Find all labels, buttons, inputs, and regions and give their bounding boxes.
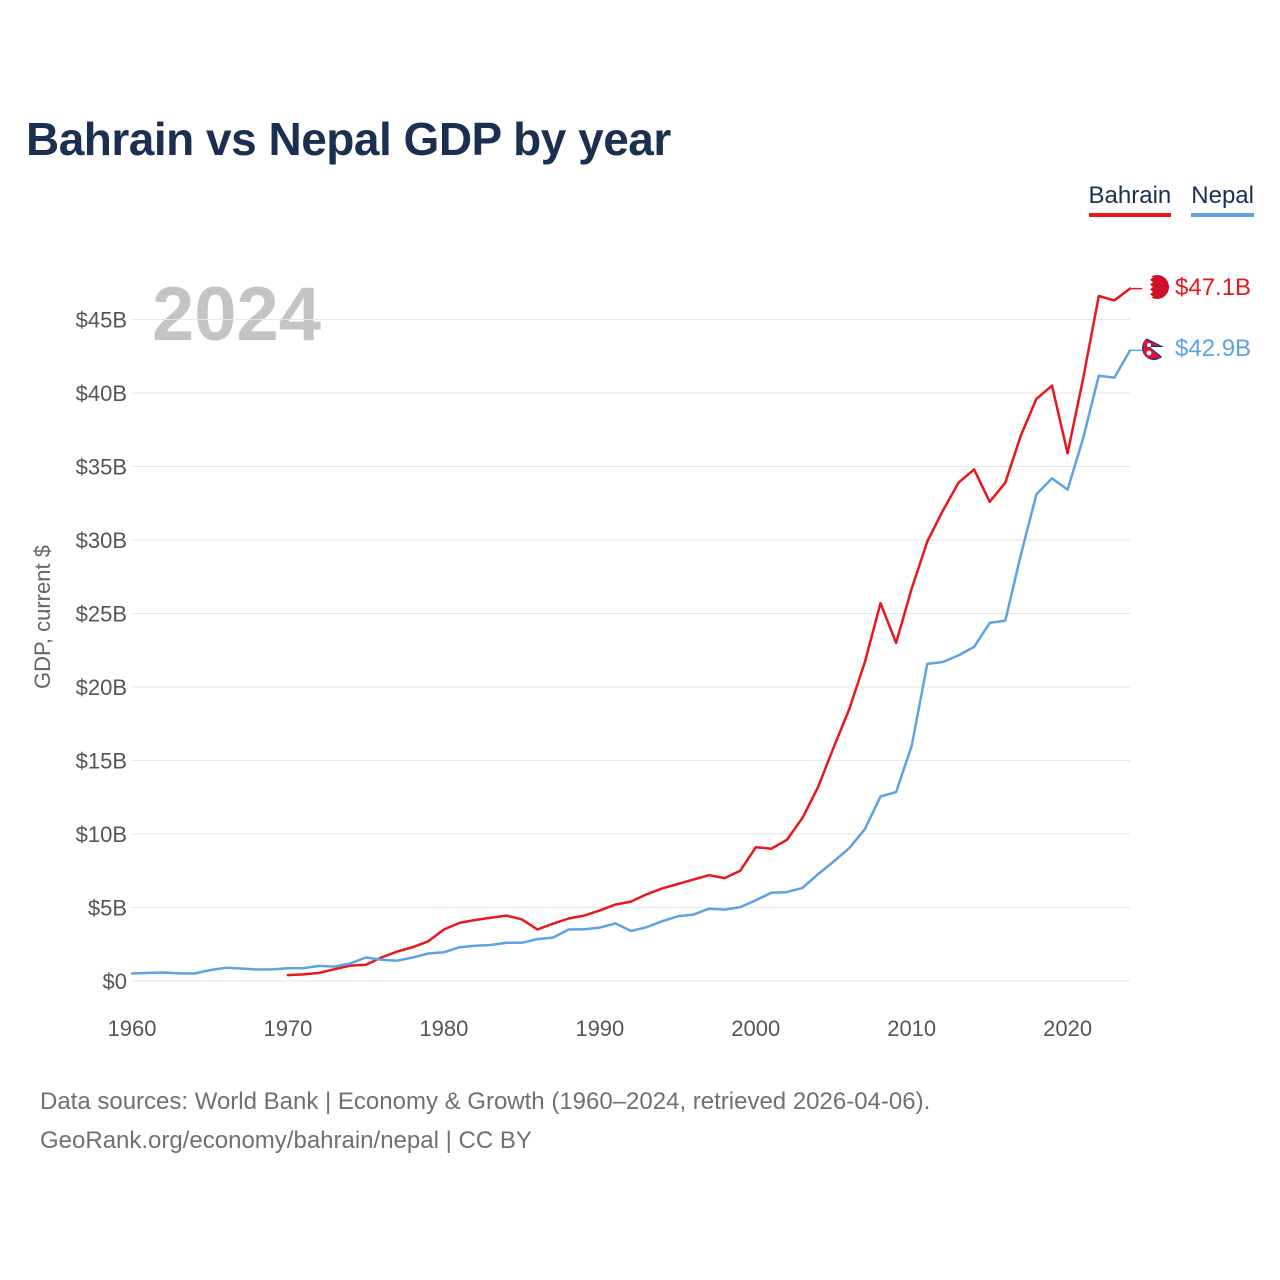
x-axis: 1960 1970 1980 1990 2000 2010 2020 (108, 1016, 1093, 1041)
x-tick-label: 1980 (419, 1016, 468, 1041)
y-tick-label: $15B (76, 749, 127, 774)
year-watermark: 2024 (152, 272, 321, 357)
x-tick-label: 1990 (575, 1016, 624, 1041)
y-axis: $0 $5B $10B $15B $20B $25B $30B $35B $40B $45B (76, 308, 127, 995)
y-tick-label: $20B (76, 675, 127, 700)
y-tick-label: $40B (76, 381, 127, 406)
x-tick-label: 2020 (1043, 1016, 1092, 1041)
legend-item-bahrain[interactable]: Bahrain (1088, 182, 1172, 217)
x-tick-label: 1960 (108, 1016, 157, 1041)
y-tick-label: $25B (76, 602, 127, 627)
legend: Bahrain Nepal (1088, 182, 1254, 217)
y-tick-label: $35B (76, 455, 127, 480)
x-tick-label: 2000 (731, 1016, 780, 1041)
y-tick-label: $0 (103, 969, 127, 994)
x-tick-label: 1970 (263, 1016, 312, 1041)
credit-note: GeoRank.org/economy/bahrain/nepal | CC B… (40, 1127, 532, 1154)
series-line-nepal[interactable] (130, 349, 1132, 975)
y-tick-label: $5B (88, 896, 127, 921)
end-label-bahrain: $47.1B (1175, 274, 1251, 301)
series-lines (130, 287, 1142, 977)
end-label-nepal: $42.9B (1175, 335, 1251, 362)
footer: Data sources: World Bank | Economy & Gro… (40, 1082, 930, 1160)
series-line-bahrain[interactable] (286, 287, 1132, 977)
x-tick-label: 2010 (887, 1016, 936, 1041)
gridlines (132, 319, 1130, 982)
legend-item-nepal[interactable]: Nepal (1191, 182, 1254, 217)
chart-title: Bahrain vs Nepal GDP by year (26, 113, 671, 165)
bahrain-flag-icon (1145, 275, 1169, 299)
end-labels: $47.1B $42.9B (1175, 274, 1251, 362)
nepal-flag-icon (1142, 336, 1166, 360)
y-tick-label: $45B (76, 308, 127, 333)
y-tick-label: $30B (76, 528, 127, 553)
source-note: Data sources: World Bank | Economy & Gro… (40, 1088, 931, 1115)
y-tick-label: $10B (76, 822, 127, 847)
y-axis-label: GDP, current $ (30, 545, 55, 689)
